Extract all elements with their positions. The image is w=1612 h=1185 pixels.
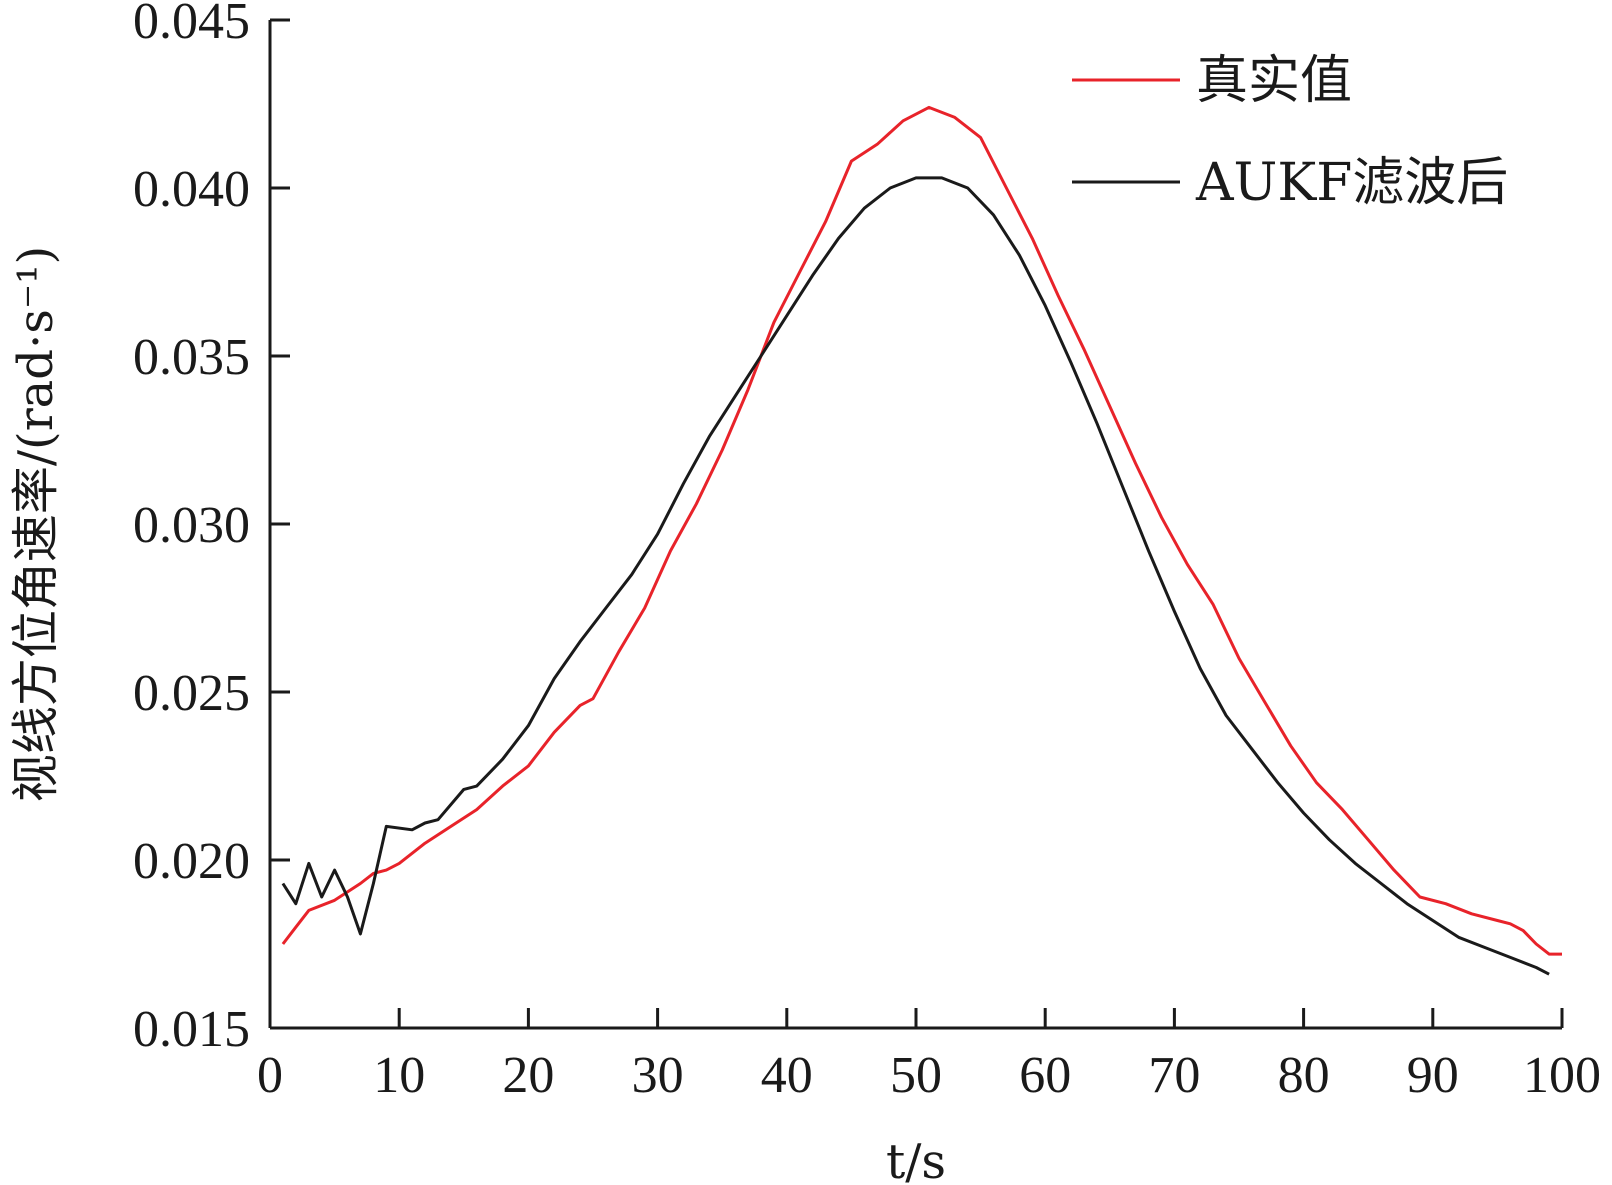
x-tick-label: 50 <box>890 1047 942 1104</box>
y-axis-title: 视线方位角速率/(rad·s⁻¹) <box>8 246 64 802</box>
x-tick-label: 100 <box>1523 1047 1601 1104</box>
x-tick-label: 90 <box>1407 1047 1459 1104</box>
x-tick-label: 80 <box>1278 1047 1330 1104</box>
y-tick-label: 0.040 <box>133 161 250 218</box>
x-tick-label: 20 <box>502 1047 554 1104</box>
x-tick-label: 10 <box>373 1047 425 1104</box>
y-tick-label: 0.015 <box>133 1001 250 1058</box>
y-tick-label: 0.030 <box>133 497 250 554</box>
x-tick-label: 30 <box>632 1047 684 1104</box>
legend: 真实值 AUKF滤波后 <box>1072 51 1508 213</box>
series-line-1 <box>281 176 1550 976</box>
series-layer <box>281 105 1562 976</box>
y-tick-label: 0.025 <box>133 665 250 722</box>
x-tick-label: 70 <box>1148 1047 1200 1104</box>
y-tick-label: 0.035 <box>133 329 250 386</box>
x-tick-label: 40 <box>761 1047 813 1104</box>
series-line-0 <box>281 105 1562 956</box>
y-tick-label: 0.045 <box>133 0 250 50</box>
y-ticks: 0.015 0.020 0.025 0.030 0.035 0.040 0.045 <box>133 0 290 1058</box>
x-tick-label: 0 <box>257 1047 283 1104</box>
legend-label-1: AUKF滤波后 <box>1195 153 1508 213</box>
x-axis-title: t/s <box>886 1134 946 1185</box>
x-tick-label: 60 <box>1019 1047 1071 1104</box>
y-tick-label: 0.020 <box>133 833 250 890</box>
x-ticks: 0 10 20 30 40 50 60 70 80 90 100 <box>257 1008 1601 1104</box>
legend-label-0: 真实值 <box>1196 51 1352 111</box>
